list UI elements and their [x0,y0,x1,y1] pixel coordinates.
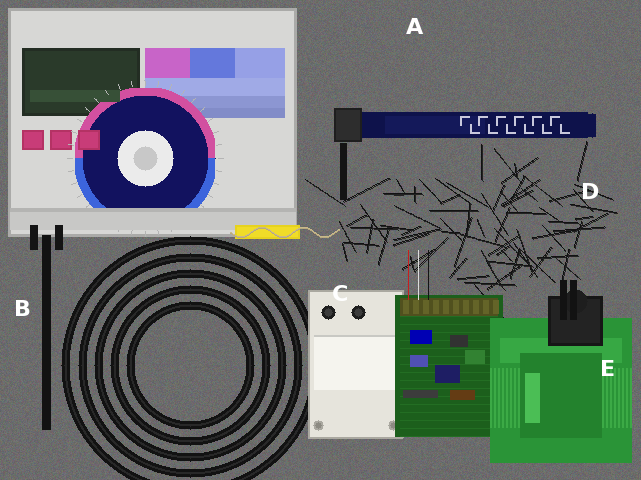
Text: D: D [581,183,599,203]
Text: B: B [13,300,31,320]
Text: A: A [406,18,424,38]
Text: C: C [332,285,348,305]
Text: E: E [601,360,615,380]
